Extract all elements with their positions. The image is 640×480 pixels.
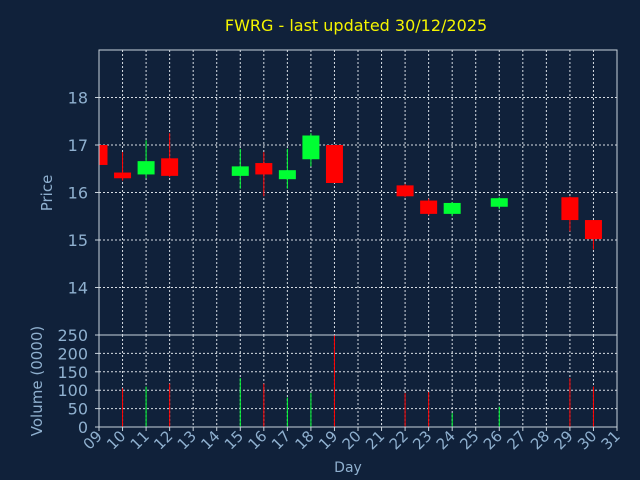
candles xyxy=(98,133,602,250)
price-tick-label: 14 xyxy=(68,279,88,298)
price-axis-label: Price xyxy=(38,175,56,212)
volume-tick-label: 250 xyxy=(57,326,88,345)
candle-body xyxy=(278,170,296,180)
candle xyxy=(161,133,179,177)
candle-body xyxy=(255,163,273,175)
candle-body xyxy=(137,161,155,175)
candle-body xyxy=(99,145,108,165)
candle-body xyxy=(161,158,179,176)
candle xyxy=(302,133,320,167)
candle-body xyxy=(561,197,579,221)
candle xyxy=(231,148,249,189)
price-tick-label: 16 xyxy=(68,184,88,203)
candle-body xyxy=(325,145,343,183)
volume-tick-label: 200 xyxy=(57,344,88,363)
candle xyxy=(396,183,414,198)
volume-axis-label: Volume (0000) xyxy=(28,326,46,436)
candle-body xyxy=(114,172,132,179)
volume-tick-label: 50 xyxy=(68,400,88,419)
price-tick-label: 15 xyxy=(68,231,88,250)
volume-tick-label: 0 xyxy=(78,418,88,437)
candle xyxy=(325,145,343,183)
candle-body xyxy=(396,185,414,197)
candle xyxy=(98,145,108,165)
candle xyxy=(114,152,132,181)
x-axis: 0910111213141516171819202122232425262728… xyxy=(80,427,624,453)
candle xyxy=(443,202,461,217)
volume-tick-label: 150 xyxy=(57,363,88,382)
candle xyxy=(584,220,602,250)
candle xyxy=(490,197,508,210)
price-panel: 14 15 16 17 18 Price xyxy=(38,49,618,336)
price-tick-label: 17 xyxy=(68,136,88,155)
x-axis-label: Day xyxy=(334,460,362,476)
candle xyxy=(137,140,155,179)
candle-body xyxy=(302,135,320,160)
candle xyxy=(278,148,296,189)
price-y-axis: 14 15 16 17 18 xyxy=(68,89,99,298)
candle-body xyxy=(490,198,508,207)
candle xyxy=(561,196,579,232)
chart-title: FWRG - last updated 30/12/2025 xyxy=(225,16,487,35)
candle-body xyxy=(231,166,249,176)
price-grid xyxy=(99,50,617,335)
candle-body xyxy=(420,200,438,214)
price-tick-label: 18 xyxy=(68,89,88,108)
volume-tick-label: 100 xyxy=(57,381,88,400)
volume-bars xyxy=(122,335,594,427)
candle xyxy=(420,198,438,216)
candle-body xyxy=(584,220,602,240)
candle-body xyxy=(443,202,461,214)
candle xyxy=(255,152,273,197)
